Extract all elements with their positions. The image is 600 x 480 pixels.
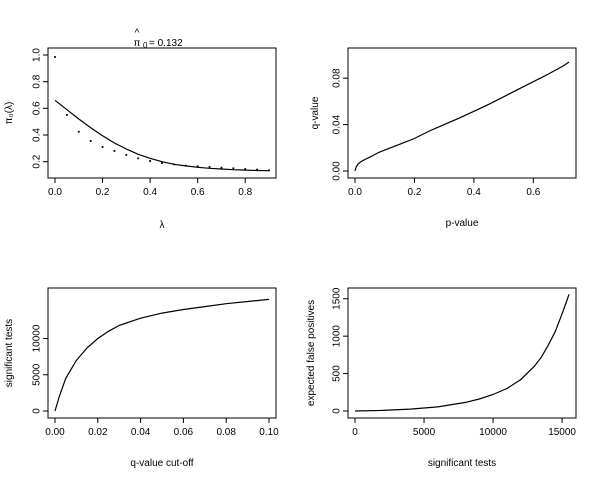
y-axis-label: expected false positives (306, 300, 317, 406)
y-axis: 0.00 0.04 0.08 (332, 68, 349, 181)
x-tick-label: 0.4 (143, 187, 157, 198)
title-pi: π (134, 38, 141, 49)
data-marks (354, 294, 570, 412)
series-line (54, 298, 270, 412)
x-axis: 0.0 0.2 0.4 0.6 0.8 (48, 177, 253, 198)
y-tick-label: 0.2 (32, 154, 43, 168)
x-tick-label: 0.4 (467, 187, 481, 198)
x-tick-label: 0.0 (48, 187, 62, 198)
y-tick-label: 0 (32, 408, 43, 414)
y-tick-label: 0.6 (32, 101, 43, 115)
x-tick-label: 0.6 (526, 187, 540, 198)
data-marks (54, 298, 270, 412)
x-axis: 0 5000 10000 15000 (352, 417, 576, 438)
y-tick-label: 1500 (332, 287, 343, 310)
x-tick-label: 0.2 (96, 187, 110, 198)
plot-frame (47, 47, 277, 179)
x-axis-label: λ (160, 220, 165, 231)
x-tick-label: 0.04 (131, 427, 151, 438)
y-tick-label: 1.0 (32, 48, 43, 62)
series-line (354, 61, 570, 172)
x-tick-label: 15000 (548, 427, 576, 438)
data-point (196, 165, 199, 168)
title-sub: 0 (143, 41, 148, 50)
series-line (354, 294, 570, 412)
data-point (125, 154, 128, 156)
data-point (113, 150, 116, 152)
data-marks (354, 61, 570, 172)
data-point (149, 160, 152, 162)
data-point (161, 162, 163, 164)
title-value: = 0.132 (149, 38, 183, 49)
data-point (256, 168, 259, 171)
data-point (244, 168, 247, 170)
x-tick-label: 0.0 (348, 187, 362, 198)
data-point (184, 164, 187, 167)
y-tick-label: 0.8 (32, 74, 43, 88)
data-point (77, 130, 80, 133)
x-tick-label: 5000 (413, 427, 436, 438)
data-point (54, 56, 56, 58)
x-tick-label: 0.10 (259, 427, 279, 438)
y-axis: 0 500 1000 1500 (332, 287, 349, 414)
x-tick-label: 0 (352, 427, 358, 438)
plot-frame (347, 287, 577, 419)
panel-false-positives: 0 5000 10000 15000 0 500 1000 1500 significant… (306, 287, 577, 469)
title-hat: ^ (135, 28, 140, 39)
y-tick-label: 0.4 (32, 128, 43, 142)
data-point (101, 146, 104, 148)
data-point (220, 166, 223, 169)
data-point (89, 140, 92, 142)
data-point (137, 157, 140, 160)
y-axis: 0 5000 10000 (32, 324, 49, 414)
y-tick-label: 0.00 (332, 161, 343, 181)
panel-significant: 0.00 0.02 0.04 0.06 0.08 0.10 0 5000 10000 q-va… (4, 287, 279, 469)
y-tick-label: 5000 (32, 363, 43, 386)
x-tick-label: 0.8 (238, 187, 252, 198)
data-point (65, 114, 68, 116)
data-point (208, 166, 211, 168)
y-tick-label: 0 (332, 408, 343, 414)
data-marks (54, 56, 270, 172)
x-tick-label: 0.2 (407, 187, 421, 198)
y-tick-label: 10000 (32, 324, 43, 352)
x-tick-label: 0.08 (216, 427, 236, 438)
x-axis-label: p-value (446, 218, 479, 229)
data-point (268, 169, 270, 172)
x-tick-label: 10000 (479, 427, 507, 438)
y-tick-label: 1000 (332, 325, 343, 348)
data-point (232, 167, 235, 170)
x-tick-label: 0.06 (174, 427, 194, 438)
y-axis: 0.2 0.4 0.6 0.8 1.0 (32, 48, 49, 169)
y-axis-label: π₀(λ) (4, 102, 15, 125)
y-tick-label: 500 (332, 365, 343, 382)
x-axis: 0.00 0.02 0.04 0.06 0.08 0.10 (45, 417, 279, 438)
x-axis: 0.0 0.2 0.4 0.6 (348, 177, 541, 198)
y-tick-label: 0.08 (332, 68, 343, 88)
plot-frame (347, 47, 577, 179)
x-axis-label: significant tests (428, 458, 496, 469)
x-tick-label: 0.6 (191, 187, 205, 198)
smoother-curve (54, 99, 270, 172)
y-axis-label: significant tests (4, 319, 15, 387)
panel-qvalue: 0.0 0.2 0.4 0.6 0.00 0.04 0.08 p-value q-valu… (310, 47, 577, 229)
y-axis-label: q-value (310, 96, 321, 129)
x-tick-label: 0.02 (88, 427, 108, 438)
y-tick-label: 0.04 (332, 114, 343, 134)
panel-pi0: 0.0 0.2 0.4 0.6 0.8 0.20.40.60.81.0 λ π₀(λ) … (4, 28, 277, 231)
chart-title: ^ π 0 = 0.132 (134, 28, 184, 50)
x-axis-label: q-value cut-off (130, 458, 193, 469)
data-point (172, 163, 175, 166)
x-tick-label: 0.00 (45, 427, 65, 438)
